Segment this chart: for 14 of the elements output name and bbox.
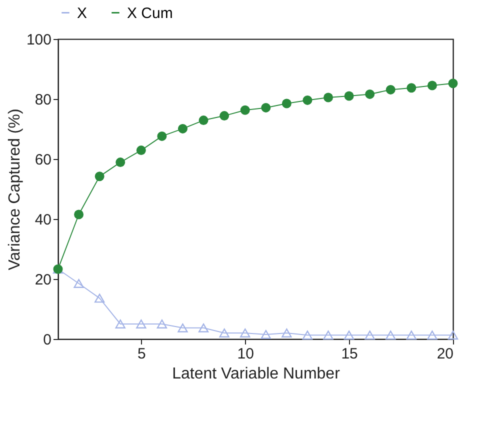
x-tick-label: 20 <box>436 346 454 362</box>
y-tick-label: 40 <box>34 212 52 228</box>
legend-label: X Cum <box>127 4 173 22</box>
legend-label: X <box>77 4 88 22</box>
y-tick-label: 60 <box>34 152 52 168</box>
y-axis-title: Variance Captured (%) <box>6 108 24 270</box>
x-tick-label: 15 <box>341 346 358 362</box>
x-tick-label: 5 <box>137 346 146 362</box>
y-tick-label: 80 <box>34 92 52 108</box>
y-tick-label: 100 <box>26 32 52 48</box>
x-tick-label: 10 <box>237 346 254 362</box>
y-tick-label: 20 <box>34 272 52 288</box>
y-tick-label: 0 <box>43 332 52 348</box>
x-axis-title: Latent Variable Number <box>172 366 341 382</box>
